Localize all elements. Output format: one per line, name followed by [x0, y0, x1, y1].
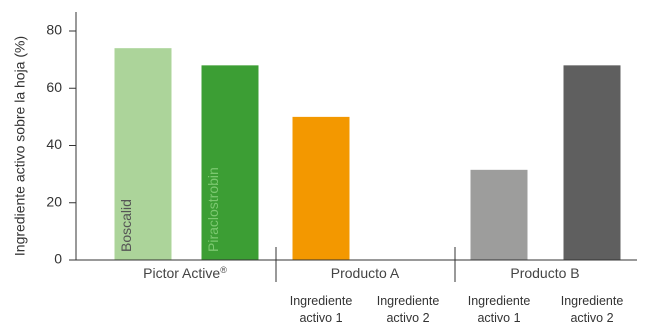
group-label: Producto A [331, 265, 400, 281]
bar-inner-label: Piraclostrobin [205, 167, 221, 252]
y-tick-label: 60 [46, 79, 62, 95]
sub-label: activo 1 [299, 311, 342, 325]
sub-label: Ingrediente [377, 294, 440, 308]
x-labels: Pictor Active® Producto A Producto B Ingred… [143, 265, 623, 325]
bar-inner-label: Boscalid [118, 199, 134, 252]
bars-layer: Boscalid Piraclostrobin [114, 48, 621, 260]
y-axis-label: Ingrediente activo sobre la hoja (%) [12, 36, 28, 256]
group-name: Producto A [331, 265, 400, 281]
y-ticks: 0 20 40 60 80 [46, 22, 76, 267]
axes-layer [75, 12, 637, 282]
sub-label: Ingrediente [290, 294, 353, 308]
bar [563, 65, 621, 260]
group-name-mark: ® [220, 265, 227, 275]
group-name: Pictor Active [143, 265, 220, 281]
bar [470, 169, 528, 260]
sub-label: activo 1 [477, 311, 520, 325]
y-tick-label: 40 [46, 136, 62, 152]
sub-label: Ingrediente [468, 294, 531, 308]
y-tick-label: 0 [54, 251, 62, 267]
sub-label: Ingrediente [561, 294, 624, 308]
y-tick-label: 80 [46, 22, 62, 38]
y-tick-label: 20 [46, 193, 62, 209]
group-name: Producto B [510, 265, 579, 281]
bar [114, 48, 172, 260]
sub-label: activo 2 [570, 311, 613, 325]
bar [292, 116, 350, 260]
bar [201, 65, 259, 260]
group-label: Pictor Active® [143, 265, 227, 281]
group-label: Producto B [510, 265, 579, 281]
sub-label: activo 2 [386, 311, 429, 325]
